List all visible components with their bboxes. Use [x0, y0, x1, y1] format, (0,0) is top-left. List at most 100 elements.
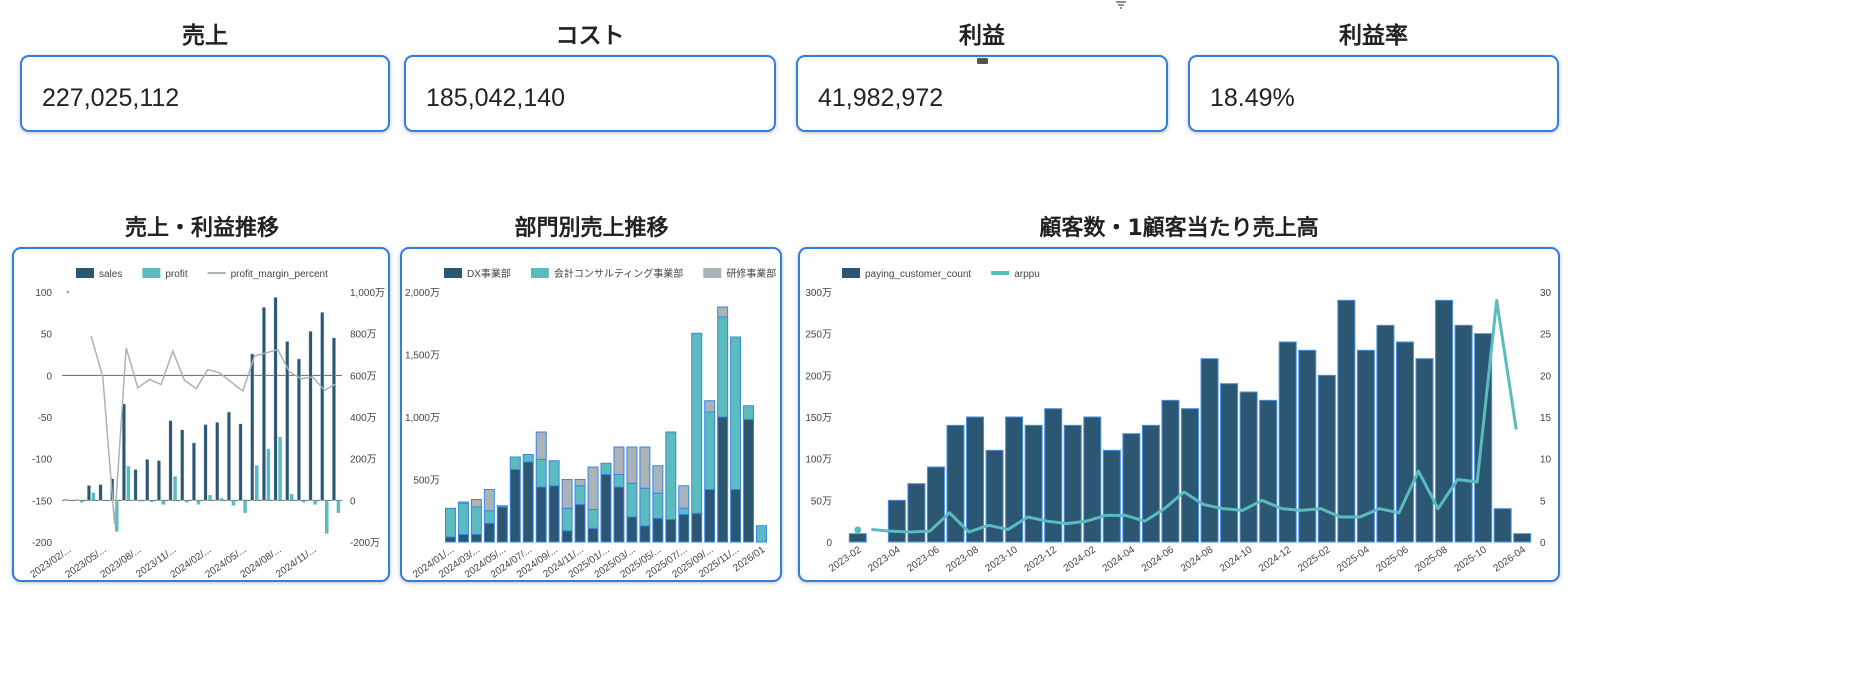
customer-count-bar: [1513, 533, 1532, 543]
customer-count-bar: [1337, 299, 1356, 543]
dept-bar-segment: [613, 446, 625, 475]
customer-count-bar: [1278, 341, 1297, 543]
sales-bar: [203, 424, 208, 501]
chart-customers[interactable]: paying_customer_count arppu 300万 250万 200万 15…: [798, 247, 1560, 582]
dept-bar-segment: [522, 461, 534, 543]
chart-sales-profit[interactable]: sales profit profit_margin_percent 100 50 0 -5…: [12, 247, 390, 582]
dept-bar-segment: [626, 482, 638, 518]
profit-bar: [290, 494, 294, 501]
legend-swatch: [76, 268, 94, 278]
customer-count-bar: [1083, 416, 1102, 543]
sales-bar: [98, 484, 103, 501]
customer-count-bar: [1317, 374, 1336, 543]
dept-bar-segment: [587, 466, 599, 510]
x-tick-label: 2025-04: [1335, 544, 1372, 574]
dept-bar-segment: [678, 507, 690, 515]
y-tick-label: 0: [46, 371, 52, 382]
dept-bar-segment: [613, 474, 625, 488]
dept-bar-segment: [704, 411, 716, 490]
kpi-card-profit: 41,982,972: [796, 55, 1168, 132]
dept-bar-segment: [445, 536, 456, 543]
customer-count-bar: [1181, 408, 1199, 543]
profit-bar: [185, 500, 189, 503]
dept-bar-segment: [457, 502, 469, 535]
chart-department-sales-svg: DX事業部 会計コンサルティング事業部 研修事業部 2,000万 1,500万 1,000…: [405, 267, 776, 580]
legend-label: profit: [165, 269, 187, 280]
y-tick-label: 50万: [811, 496, 832, 507]
x-tick-label: 2024-04: [1101, 544, 1138, 574]
x-tick-label: 2024-10: [1218, 544, 1255, 574]
kpi-value-profit-margin: 18.49%: [1210, 84, 1295, 112]
y-tick-label: 5: [1540, 496, 1546, 507]
profit-bar: [150, 500, 154, 502]
customer-count-bar: [985, 449, 1004, 543]
kpi-value-profit: 41,982,972: [818, 84, 944, 112]
sales-bar: [168, 420, 173, 501]
customer-count-bar: [1024, 424, 1043, 543]
legend-swatch: [444, 268, 462, 278]
dept-bar-segment: [548, 485, 560, 543]
profit-bar: [208, 495, 212, 501]
dept-bar-segment: [600, 474, 612, 543]
chart-title-customers: 顧客数・1顧客当たり売上高: [1039, 216, 1319, 241]
dept-bar-segment: [613, 486, 625, 543]
y-tick-label: 30: [1540, 288, 1552, 299]
customer-count-bar: [1102, 449, 1121, 543]
profit-bar: [115, 500, 119, 532]
sales-bar: [86, 485, 91, 501]
x-tick-label: 2023-06: [905, 544, 942, 574]
customer-count-bar: [887, 499, 906, 543]
y-tick-label: 200万: [350, 455, 377, 466]
dept-bar-segment: [535, 486, 547, 543]
chart-badge-icon: [977, 58, 988, 64]
sales-bar: [180, 429, 185, 501]
customer-count-bar: [1415, 358, 1434, 543]
arppu-point: [854, 526, 862, 534]
x-tick-label: 2023-10: [983, 544, 1020, 574]
customer-count-bar: [1298, 349, 1317, 543]
dept-bar-segment: [470, 534, 482, 543]
kpi-title-profit: 利益: [959, 23, 1005, 49]
sales-bar: [156, 460, 161, 501]
y-tick-label: -50: [38, 413, 53, 424]
y-tick-label: 10: [1540, 455, 1552, 466]
x-tick-label: 2024-12: [1257, 544, 1294, 574]
dept-bar-segment: [717, 416, 729, 543]
dept-bar-segment: [756, 525, 768, 543]
legend-swatch: [703, 268, 722, 278]
dept-bar-segment: [691, 332, 703, 514]
customer-count-bar: [1220, 383, 1239, 543]
profit-bar: [138, 500, 142, 502]
dept-bar-segment: [678, 514, 690, 543]
legend-label: paying_customer_count: [865, 269, 971, 280]
customer-count-bar: [1063, 424, 1082, 543]
x-tick-label: 2025-10: [1452, 544, 1489, 574]
profit-bar: [336, 500, 341, 513]
filter-icon[interactable]: [1114, 0, 1128, 10]
dept-bar-segment: [652, 517, 664, 543]
chart-department-sales[interactable]: DX事業部 会計コンサルティング事業部 研修事業部 2,000万 1,500万 1,000…: [400, 247, 782, 582]
y-tick-label: 200万: [805, 371, 832, 382]
dept-bar-segment: [639, 446, 651, 489]
y-tick-label: 1,000万: [350, 288, 385, 299]
dept-bar-segment: [652, 465, 664, 494]
customer-count-bar: [1161, 399, 1180, 543]
dept-bar-segment: [522, 454, 534, 463]
customer-count-bar: [1356, 349, 1375, 543]
dept-bar-segment: [470, 506, 482, 535]
profit-bar: [255, 465, 259, 501]
dept-bar-segment: [587, 509, 599, 529]
y-tick-label: 250万: [805, 330, 832, 341]
dept-bar-segment: [445, 507, 456, 538]
dept-bar-segment: [548, 460, 560, 487]
profit-bar: [220, 498, 224, 501]
x-tick-label: 2024-08: [1179, 544, 1216, 574]
kpi-card-profit-margin: 18.49%: [1188, 55, 1559, 132]
sales-bar: [273, 296, 278, 501]
dept-bar-segment: [483, 510, 495, 524]
dept-bar-segment: [470, 499, 482, 508]
sales-bar: [63, 499, 68, 501]
x-tick-label: 2023-08: [944, 544, 981, 574]
dept-bar-segment: [730, 336, 742, 490]
kpi-title-sales: 売上: [182, 23, 228, 49]
